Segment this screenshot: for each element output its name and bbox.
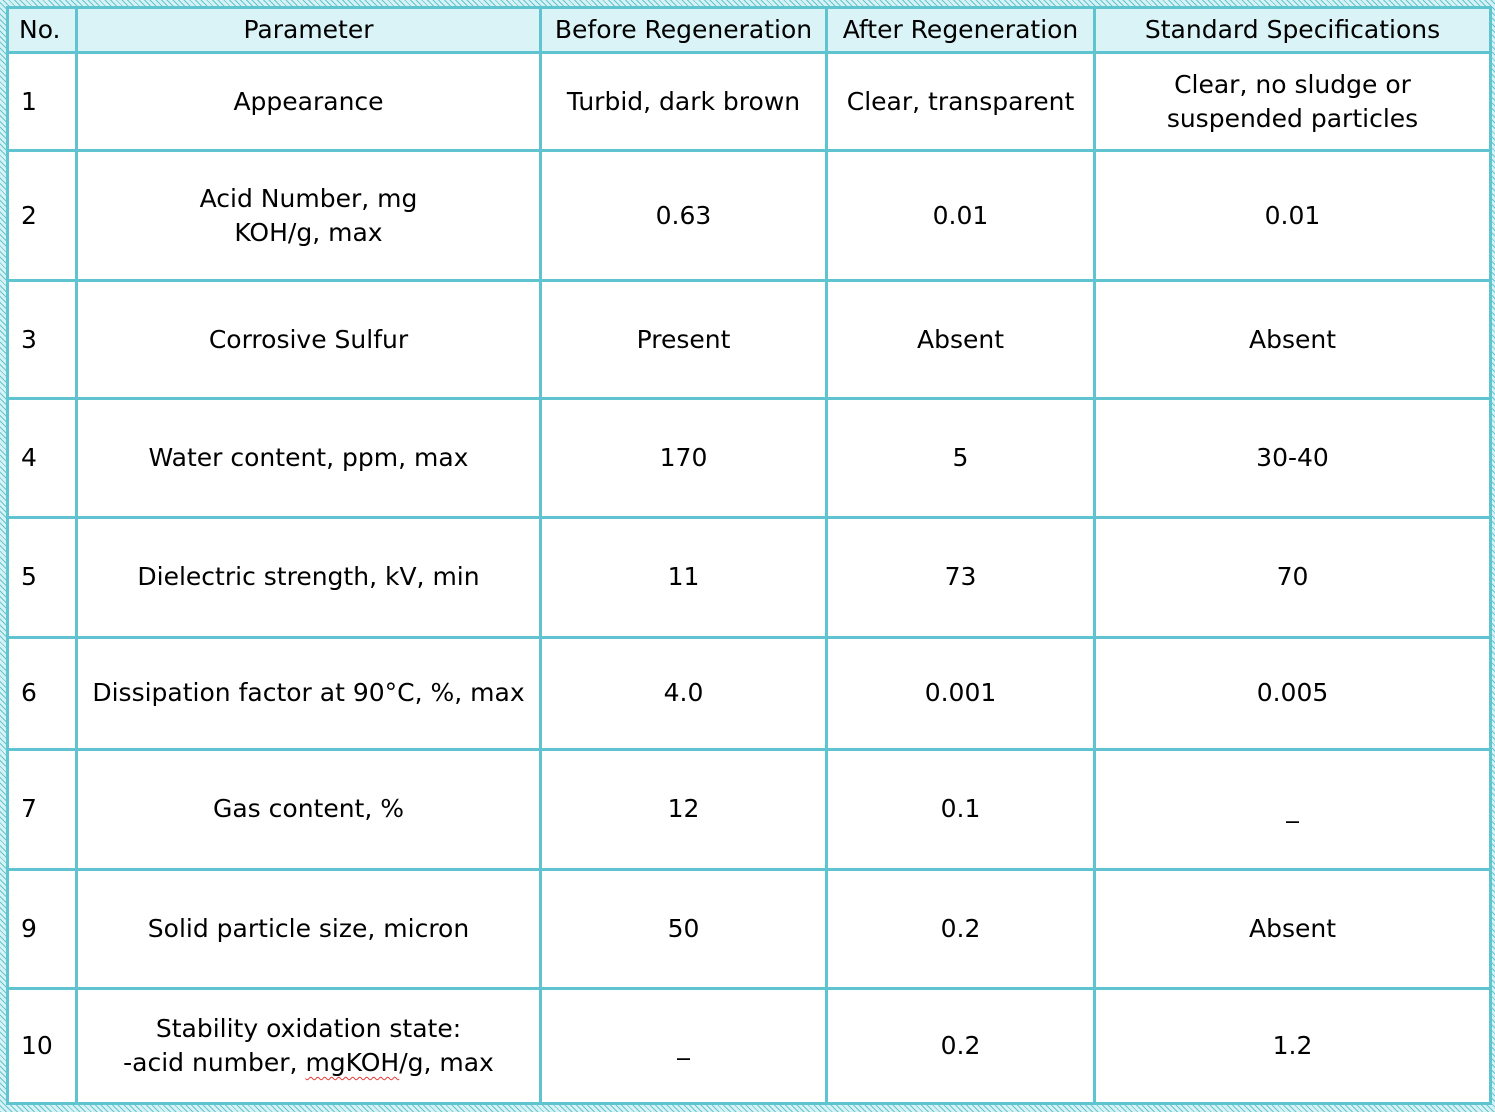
standard-text: 1.2 <box>1272 1030 1313 1060</box>
after-value: Clear, transparent <box>825 50 1096 153</box>
parameter-cell: Solid particle size, micron <box>75 867 542 990</box>
after-value: 73 <box>825 516 1096 639</box>
before-value: 50 <box>539 867 828 990</box>
spellcheck-underlined-word: mgKOH <box>305 1047 400 1077</box>
table-header-row: No. Parameter Before Regeneration After … <box>6 6 1492 54</box>
table-row: 10 Stability oxidation state: -acid numb… <box>6 986 1492 1106</box>
parameter-cell: Corrosive Sulfur <box>75 279 542 401</box>
after-value: 5 <box>825 397 1096 520</box>
row-number: 9 <box>6 867 78 990</box>
standard-text: suspended particles <box>1166 103 1419 133</box>
table-row: 3 Corrosive Sulfur Present Absent Absent <box>6 279 1492 401</box>
row-number: 10 <box>6 986 78 1106</box>
parameter-text: Corrosive Sulfur <box>208 324 409 354</box>
header-before-regeneration: Before Regeneration <box>539 6 828 54</box>
parameter-cell: Dissipation factor at 90°C, %, max <box>75 635 542 751</box>
header-no: No. <box>6 6 78 54</box>
row-number: 4 <box>6 397 78 520</box>
table-row: 2 Acid Number, mg KOH/g, max 0.63 0.01 0… <box>6 149 1492 283</box>
header-after-regeneration: After Regeneration <box>825 6 1096 54</box>
table-row: 1 Appearance Turbid, dark brown Clear, t… <box>6 50 1492 153</box>
parameter-cell: Acid Number, mg KOH/g, max <box>75 149 542 283</box>
row-number: 5 <box>6 516 78 639</box>
standard-cell: Clear, no sludge or suspended particles <box>1093 50 1492 153</box>
standard-cell: _ <box>1093 747 1492 871</box>
row-number: 1 <box>6 50 78 153</box>
parameter-text: Appearance <box>233 86 384 116</box>
parameter-text: Dielectric strength, kV, min <box>137 562 480 592</box>
standard-text: 70 <box>1276 562 1309 592</box>
after-value: 0.1 <box>825 747 1096 871</box>
after-value: 0.2 <box>825 867 1096 990</box>
parameter-cell: Water content, ppm, max <box>75 397 542 520</box>
before-value: 11 <box>539 516 828 639</box>
parameter-text: KOH/g, max <box>234 217 383 247</box>
after-value: 0.001 <box>825 635 1096 751</box>
standard-text: Clear, no sludge or <box>1174 69 1411 99</box>
parameter-text: Gas content, % <box>212 794 405 824</box>
parameter-text: Solid particle size, micron <box>147 913 470 943</box>
before-value: Present <box>539 279 828 401</box>
before-value: 12 <box>539 747 828 871</box>
table-row: 4 Water content, ppm, max 170 5 30-40 <box>6 397 1492 520</box>
standard-cell: 0.01 <box>1093 149 1492 283</box>
parameter-text: Stability oxidation state: <box>155 1013 462 1043</box>
parameter-text: Acid Number, mg <box>199 183 418 213</box>
row-number: 7 <box>6 747 78 871</box>
before-value: Turbid, dark brown <box>539 50 828 153</box>
after-value: Absent <box>825 279 1096 401</box>
standard-cell: Absent <box>1093 867 1492 990</box>
standard-cell: 0.005 <box>1093 635 1492 751</box>
standard-text: _ <box>1286 794 1299 824</box>
row-number: 6 <box>6 635 78 751</box>
parameter-cell: Dielectric strength, kV, min <box>75 516 542 639</box>
standard-cell: Absent <box>1093 279 1492 401</box>
parameter-text: Water content, ppm, max <box>148 443 469 473</box>
row-number: 3 <box>6 279 78 401</box>
before-value: 170 <box>539 397 828 520</box>
standard-text: Absent <box>1248 913 1337 943</box>
parameter-cell: Gas content, % <box>75 747 542 871</box>
after-value: 0.2 <box>825 986 1096 1106</box>
standard-text: 30-40 <box>1256 443 1329 473</box>
parameter-cell: Appearance <box>75 50 542 153</box>
standard-cell: 30-40 <box>1093 397 1492 520</box>
row-number: 2 <box>6 149 78 283</box>
regeneration-results-table: No. Parameter Before Regeneration After … <box>6 6 1492 1106</box>
table-row: 6 Dissipation factor at 90°C, %, max 4.0… <box>6 635 1492 751</box>
results-table-container: No. Parameter Before Regeneration After … <box>6 6 1492 1106</box>
before-value: 4.0 <box>539 635 828 751</box>
standard-text: 0.01 <box>1264 200 1321 230</box>
before-value: _ <box>539 986 828 1106</box>
standard-text: 0.005 <box>1256 678 1329 708</box>
after-value: 0.01 <box>825 149 1096 283</box>
parameter-text: -acid number, mgKOH/g, max <box>123 1047 494 1077</box>
table-row: 9 Solid particle size, micron 50 0.2 Abs… <box>6 867 1492 990</box>
before-value: 0.63 <box>539 149 828 283</box>
standard-cell: 70 <box>1093 516 1492 639</box>
parameter-text: Dissipation factor at 90°C, %, max <box>92 678 525 708</box>
header-parameter: Parameter <box>75 6 542 54</box>
table-row: 5 Dielectric strength, kV, min 11 73 70 <box>6 516 1492 639</box>
parameter-cell: Stability oxidation state: -acid number,… <box>75 986 542 1106</box>
standard-text: Absent <box>1248 324 1337 354</box>
table-row: 7 Gas content, % 12 0.1 _ <box>6 747 1492 871</box>
standard-cell: 1.2 <box>1093 986 1492 1106</box>
header-standard-specifications: Standard Specifications <box>1093 6 1492 54</box>
